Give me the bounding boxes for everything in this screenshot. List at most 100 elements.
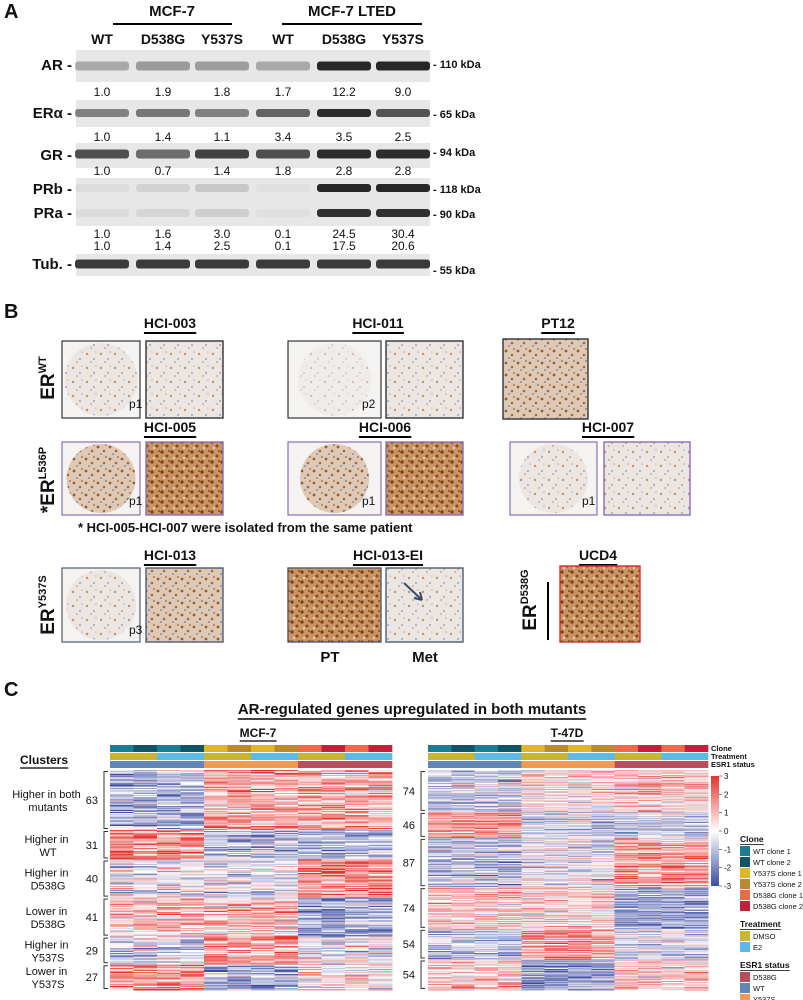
cluster-count: 46 (403, 820, 415, 832)
quant-value: 1.4 (214, 164, 231, 178)
annotation-cell (204, 761, 228, 768)
quant-value: 1.4 (155, 239, 172, 253)
quant-value: 1.4 (155, 130, 172, 144)
annotation-cell (251, 753, 275, 760)
annotation-cell (251, 745, 275, 752)
heatmap-name: T-47D (551, 726, 584, 740)
er-variant: L536P (37, 447, 49, 479)
annotation-cell (498, 753, 522, 760)
annotation-cell (322, 761, 346, 768)
ihc-image (288, 568, 381, 642)
annotation-cell (591, 753, 615, 760)
clusters-heading: Clusters (20, 753, 68, 767)
cluster-label-line: D538G (31, 919, 66, 931)
annotation-cell (568, 753, 592, 760)
cluster-label-line: mutants (28, 802, 68, 814)
annotation-cell (157, 753, 181, 760)
lane-label: WT (272, 31, 294, 47)
quant-value: 1.9 (155, 85, 172, 99)
blot-band (376, 260, 430, 269)
size-marker: - 65 kDa (433, 109, 476, 121)
blot-band (317, 209, 371, 217)
annotation-cell (298, 745, 322, 752)
blot-band (136, 109, 190, 117)
lane-label: D538G (141, 31, 185, 47)
annotation-cell (638, 753, 662, 760)
tissue-core (65, 343, 138, 416)
blot-band (256, 62, 310, 71)
annotation-cell (475, 753, 499, 760)
annotation-cell (298, 761, 322, 768)
lane-label: WT (91, 31, 113, 47)
panel-label: B (4, 301, 18, 323)
heatmap-title: AR-regulated genes upregulated in both m… (238, 701, 586, 718)
heatmap-cell (275, 989, 299, 990)
cluster-count: 29 (86, 945, 98, 957)
panel-label: A (4, 1, 18, 23)
annotation-cell (345, 753, 369, 760)
annotation-cell (638, 761, 662, 768)
cluster-label: Higher in D538G (24, 868, 71, 893)
annotation-cell (134, 753, 158, 760)
annotation-cell (134, 745, 158, 752)
blot-band (256, 209, 310, 217)
blot-label: ERα - (33, 105, 72, 122)
annotation-cell (345, 761, 369, 768)
blot-band (75, 109, 129, 117)
annotation-cell (369, 761, 393, 768)
heatmap-cell (251, 989, 275, 990)
track-label: ESR1 status (711, 760, 755, 769)
sample-name: HCI-011 (352, 315, 404, 331)
annotation-cell (545, 745, 569, 752)
blot-band (136, 62, 190, 71)
annotation-cell (428, 745, 452, 752)
lane-label: Y537S (382, 31, 424, 47)
annotation-cell (568, 745, 592, 752)
annotation-cell (110, 761, 134, 768)
heatmap-cell (204, 989, 228, 990)
sample-name: PT12 (541, 315, 575, 331)
ihc-image (560, 566, 640, 642)
sample-name: HCI-013 (144, 547, 196, 563)
blot-band (256, 260, 310, 269)
quant-value: 0.1 (275, 239, 292, 253)
ihc-image (604, 442, 690, 515)
er-variant: D538G (519, 569, 531, 604)
blot-band (376, 209, 430, 217)
cluster-label-line: Higher in (24, 939, 71, 951)
cluster-count: 74 (403, 786, 415, 798)
quant-value: 3.5 (336, 130, 353, 144)
image-caption: PT (320, 649, 339, 666)
annotation-cell (134, 761, 158, 768)
annotation-cell (157, 745, 181, 752)
annotation-cell (228, 753, 252, 760)
blot-band (317, 184, 371, 192)
annotation-cell (521, 753, 545, 760)
blot-band (75, 260, 129, 269)
size-marker: - 90 kDa (433, 209, 476, 221)
blot-band (317, 62, 371, 71)
annotation-cell (685, 753, 709, 760)
annotation-cell (369, 753, 393, 760)
annotation-cell (615, 753, 639, 760)
annotation-cell (451, 745, 475, 752)
panel-label: C (4, 679, 18, 701)
heatmap-cell (345, 989, 369, 990)
cluster-label-line: Lower in (26, 906, 71, 918)
passage: p1 (582, 494, 596, 508)
annotation-cell (661, 753, 685, 760)
blot-band (136, 150, 190, 159)
annotation-cell (228, 761, 252, 768)
heatmap-cell (110, 989, 134, 990)
quant-value: 2.8 (395, 164, 412, 178)
sample-name: HCI-013-EI (353, 547, 423, 563)
annotation-cell (475, 745, 499, 752)
quant-value: 2.5 (214, 239, 231, 253)
annotation-cell (275, 761, 299, 768)
passage: p2 (362, 397, 376, 411)
cluster-label: Lower in Y537S (26, 966, 71, 991)
size-marker: - 110 kDa (433, 59, 482, 71)
er-text: *ER (38, 479, 59, 513)
blot-band (376, 184, 430, 192)
